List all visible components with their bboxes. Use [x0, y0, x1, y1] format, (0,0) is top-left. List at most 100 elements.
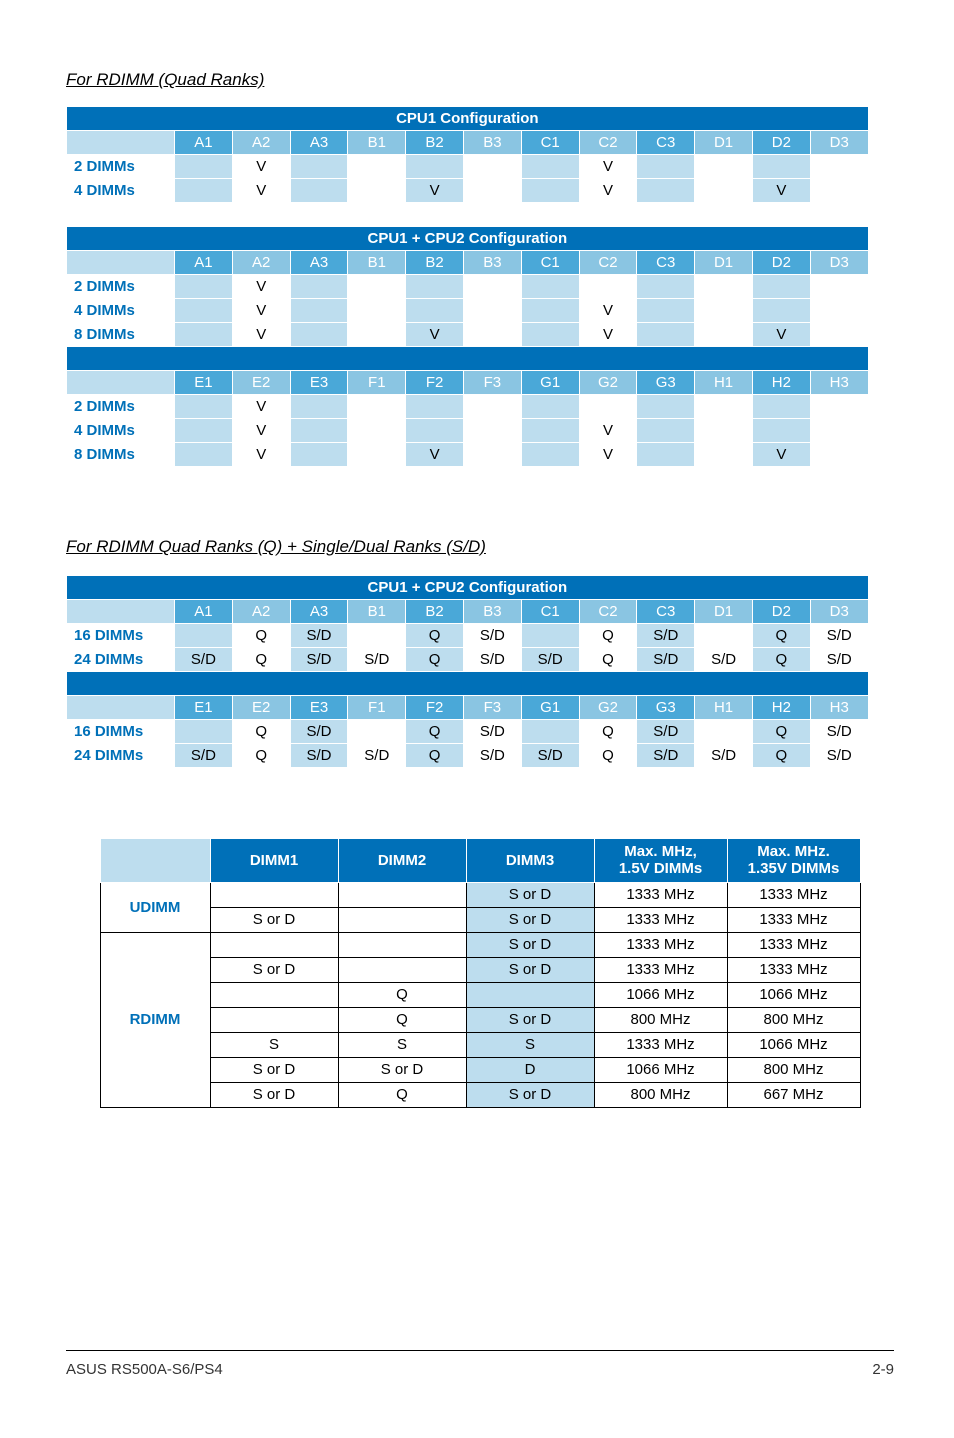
- cell: [637, 443, 695, 467]
- cell: V: [232, 443, 290, 467]
- cell: V: [232, 275, 290, 299]
- cell: Q: [406, 720, 464, 744]
- cell: [521, 323, 579, 347]
- cell: [810, 299, 868, 323]
- slot-header: D1: [695, 251, 753, 275]
- cell: Q: [579, 720, 637, 744]
- cell: V: [232, 179, 290, 203]
- speed-cell: [338, 932, 466, 957]
- dimm-type-label: UDIMM: [100, 882, 210, 932]
- cell: V: [232, 323, 290, 347]
- footer-page-number: 2-9: [872, 1361, 894, 1378]
- cell: [463, 275, 521, 299]
- table-title: CPU1 Configuration: [67, 107, 869, 131]
- cell: S/D: [810, 648, 868, 672]
- cell: S/D: [290, 648, 348, 672]
- slot-header: G2: [579, 696, 637, 720]
- speed-cell: Q: [338, 982, 466, 1007]
- slot-header: C1: [521, 600, 579, 624]
- cell: [348, 179, 406, 203]
- speed-cell: 1333 MHz: [727, 907, 860, 932]
- speed-cell: 1333 MHz: [594, 882, 727, 907]
- speed-cell: [210, 932, 338, 957]
- cell: [463, 395, 521, 419]
- cell: [521, 155, 579, 179]
- slot-header: B2: [406, 600, 464, 624]
- cpu1-config-table: CPU1 ConfigurationA1A2A3B1B2B3C1C2C3D1D2…: [66, 106, 869, 467]
- cell: [695, 419, 753, 443]
- cell: S/D: [290, 624, 348, 648]
- cell: S/D: [463, 624, 521, 648]
- cell: [810, 155, 868, 179]
- cell: Q: [406, 648, 464, 672]
- cell: Q: [232, 744, 290, 768]
- cell: V: [752, 443, 810, 467]
- cell: [290, 419, 348, 443]
- slot-header: D3: [810, 251, 868, 275]
- cell: [175, 720, 233, 744]
- cell: [579, 275, 637, 299]
- cell: Q: [752, 648, 810, 672]
- cell: [810, 443, 868, 467]
- cell: [695, 443, 753, 467]
- page-footer: ASUS RS500A-S6/PS4 2-9: [66, 1350, 894, 1378]
- slot-header: B3: [463, 251, 521, 275]
- slot-header: B1: [348, 600, 406, 624]
- dimm-row-label: 24 DIMMs: [67, 744, 175, 768]
- cell: S/D: [290, 744, 348, 768]
- cell: S/D: [810, 720, 868, 744]
- cell: [463, 155, 521, 179]
- cell: [695, 275, 753, 299]
- slot-header: F1: [348, 371, 406, 395]
- slot-header: B2: [406, 251, 464, 275]
- cell: S/D: [175, 648, 233, 672]
- cell: [406, 299, 464, 323]
- cell: [406, 155, 464, 179]
- cell: [521, 624, 579, 648]
- speed-cell: 1333 MHz: [727, 932, 860, 957]
- speed-cell: 1333 MHz: [727, 957, 860, 982]
- speed-cell: S or D: [466, 932, 594, 957]
- cell: V: [232, 299, 290, 323]
- cell: Q: [579, 744, 637, 768]
- cell: [406, 395, 464, 419]
- cell: [406, 275, 464, 299]
- slot-header: F1: [348, 696, 406, 720]
- cell: [175, 155, 233, 179]
- cell: [348, 323, 406, 347]
- cell: [637, 419, 695, 443]
- slot-header: H3: [810, 371, 868, 395]
- slot-header: E1: [175, 696, 233, 720]
- cell: S/D: [521, 648, 579, 672]
- cell: [290, 275, 348, 299]
- cell: Q: [406, 624, 464, 648]
- cell: [348, 299, 406, 323]
- cell: S/D: [463, 744, 521, 768]
- slot-header: E2: [232, 371, 290, 395]
- speed-cell: S or D: [466, 957, 594, 982]
- slot-header: H2: [752, 696, 810, 720]
- speed-cell: 1333 MHz: [594, 907, 727, 932]
- cell: V: [579, 299, 637, 323]
- speed-cell: [338, 882, 466, 907]
- dimm-row-label: 2 DIMMs: [67, 275, 175, 299]
- slot-header: B2: [406, 131, 464, 155]
- slot-header: D1: [695, 131, 753, 155]
- cell: Q: [752, 624, 810, 648]
- slot-header: D2: [752, 131, 810, 155]
- cpu1-cpu2-qsd-table: CPU1 + CPU2 ConfigurationA1A2A3B1B2B3C1C…: [66, 575, 869, 768]
- speed-cell: 800 MHz: [727, 1057, 860, 1082]
- slot-header: C2: [579, 131, 637, 155]
- cell: [810, 395, 868, 419]
- slot-header: A1: [175, 131, 233, 155]
- cell: [752, 275, 810, 299]
- cell: [810, 275, 868, 299]
- speed-cell: 1066 MHz: [594, 982, 727, 1007]
- speed-cell: 1066 MHz: [727, 982, 860, 1007]
- cell: [348, 275, 406, 299]
- slot-header: C3: [637, 251, 695, 275]
- cell: Q: [232, 648, 290, 672]
- cell: [175, 419, 233, 443]
- cell: V: [752, 323, 810, 347]
- speed-cell: S or D: [466, 907, 594, 932]
